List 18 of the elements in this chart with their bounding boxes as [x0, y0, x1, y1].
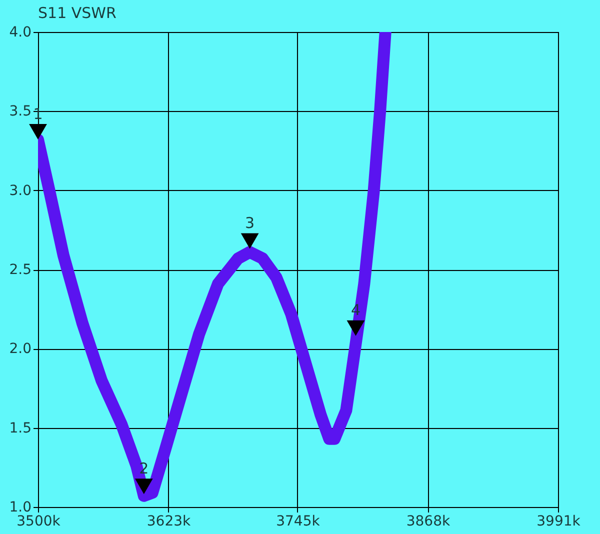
x-tick-label: 3623k [146, 514, 192, 530]
y-tick-label: 3.5 [9, 104, 32, 120]
y-tick-label: 2.0 [9, 341, 32, 358]
chart-title: S11 VSWR [38, 4, 116, 22]
y-tick-label: 1.5 [9, 420, 32, 436]
x-tick-label: 3745k [276, 514, 321, 530]
point [240, 233, 259, 249]
point [134, 478, 153, 494]
point [29, 124, 47, 140]
y-tick-label: 2.5 [9, 262, 32, 278]
annotation: 3 [245, 214, 255, 232]
y-tick-label: 4.0 [9, 24, 32, 40]
point [346, 320, 365, 336]
y-tick-label: 1.0 [9, 500, 32, 516]
x-tick-label: 3868k [406, 514, 451, 530]
x-tick-label: 3991k [536, 514, 582, 530]
x-tick-label: 3500k [16, 514, 62, 530]
y-tick-label: 3.0 [9, 182, 32, 199]
